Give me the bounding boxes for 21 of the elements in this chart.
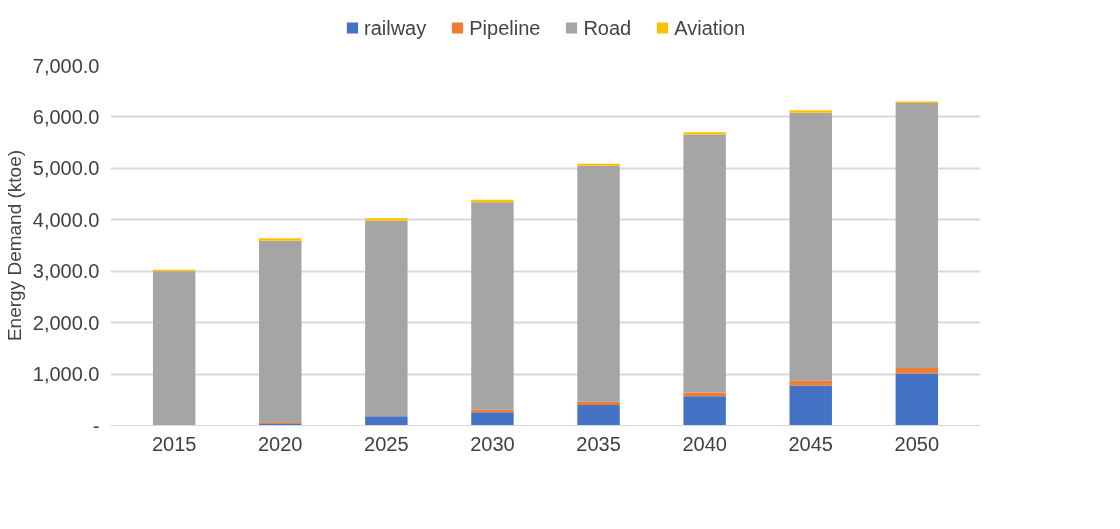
x-tick-label: 2020 — [258, 432, 303, 455]
y-tick-label: 1,000.0 — [32, 363, 100, 386]
x-tick-label: 2015 — [151, 432, 197, 455]
legend-label: Aviation — [674, 16, 746, 39]
y-tick-label: 4,000.0 — [32, 208, 100, 231]
x-tick-label: 2025 — [364, 432, 409, 455]
y-tick-label: 2,000.0 — [32, 311, 100, 334]
y-tick-label: 6,000.0 — [32, 105, 100, 128]
legend-label: Road — [583, 16, 632, 39]
x-tick-label: 2035 — [576, 432, 621, 455]
x-tick-label: 2045 — [788, 432, 833, 455]
y-axis-title: Energy Demand (ktoe) — [3, 149, 25, 342]
x-tick-label: 2050 — [894, 432, 940, 455]
x-tick-label: 2030 — [470, 432, 515, 455]
y-tick-label: 5,000.0 — [32, 157, 100, 180]
y-tick-label: 3,000.0 — [32, 260, 100, 283]
y-tick-label: - — [92, 414, 100, 437]
y-tick-label: 7,000.0 — [32, 54, 100, 77]
legend-label: railway — [363, 16, 427, 39]
x-tick-label: 2040 — [682, 432, 727, 455]
legend-label: Pipeline — [469, 16, 541, 39]
